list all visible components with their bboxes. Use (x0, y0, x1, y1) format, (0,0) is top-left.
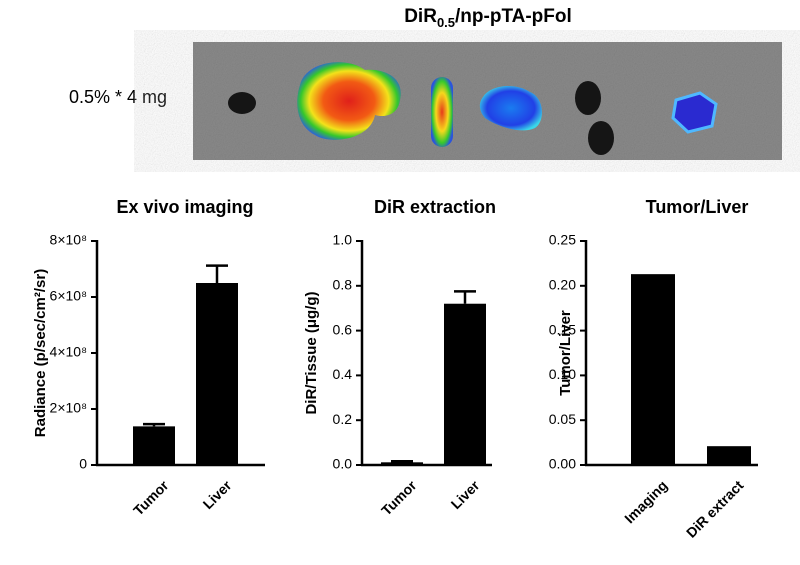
bar (444, 303, 486, 465)
x-tick-label: Liver (447, 477, 482, 512)
y-tick-label: 0.20 (549, 277, 576, 293)
y-tick-label: 6×10⁸ (50, 288, 88, 304)
fluorescence-image (193, 42, 782, 160)
y-tick-label: 0.10 (549, 366, 576, 382)
bar (707, 446, 751, 465)
chart-title: Ex vivo imaging (116, 197, 253, 217)
y-tick-label: 0.00 (549, 456, 576, 472)
organ (588, 121, 614, 155)
organ (228, 92, 256, 114)
x-tick-label: Imaging (621, 477, 670, 526)
error-bar (143, 422, 165, 427)
y-tick-label: 0 (79, 456, 87, 472)
y-tick-label: 0.0 (333, 456, 353, 472)
y-tick-label: 0.2 (333, 411, 353, 427)
chart-title: Tumor/Liver (646, 197, 749, 217)
organ (575, 81, 601, 115)
error-bar (454, 290, 476, 304)
x-tick-label: Tumor (378, 477, 420, 519)
y-tick-label: 0.15 (549, 321, 576, 337)
x-tick-label: Liver (199, 477, 234, 512)
bar (133, 426, 175, 465)
y-axis-label: Tumor/Liver (557, 310, 574, 396)
title-main: DiR (404, 6, 437, 27)
organ-signal (479, 85, 542, 131)
y-tick-label: 8×10⁸ (50, 232, 88, 248)
y-tick-label: 0.4 (333, 366, 353, 382)
chart-title: DiR extraction (374, 197, 496, 217)
y-tick-label: 1.0 (333, 232, 353, 248)
x-tick-label: Tumor (130, 477, 172, 519)
y-tick-label: 0.8 (333, 277, 353, 293)
organ-signal (297, 62, 401, 140)
y-axis-label: Radiance (p/sec/cm²/sr) (32, 269, 49, 437)
y-tick-label: 0.25 (549, 232, 576, 248)
y-tick-label: 0.05 (549, 411, 576, 427)
x-tick-label: DiR extract (683, 477, 747, 541)
y-tick-label: 0.6 (333, 321, 353, 337)
y-axis-label: DiR/Tissue (μg/g) (303, 291, 320, 414)
bar (381, 462, 423, 465)
organ-signal (431, 77, 453, 147)
figure-title: DiR0.5/np-pTA-pFol (404, 6, 572, 30)
bar (196, 283, 238, 465)
organ-signal (671, 91, 718, 134)
bar (631, 274, 675, 465)
title-rest: /np-pTA-pFol (455, 6, 572, 27)
title-sub: 0.5 (437, 15, 455, 30)
error-bar (391, 459, 413, 463)
dose-label: 0.5% * 4 mg (69, 87, 167, 107)
y-tick-label: 4×10⁸ (50, 344, 88, 360)
y-tick-label: 2×10⁸ (50, 400, 88, 416)
error-bar (206, 264, 228, 283)
